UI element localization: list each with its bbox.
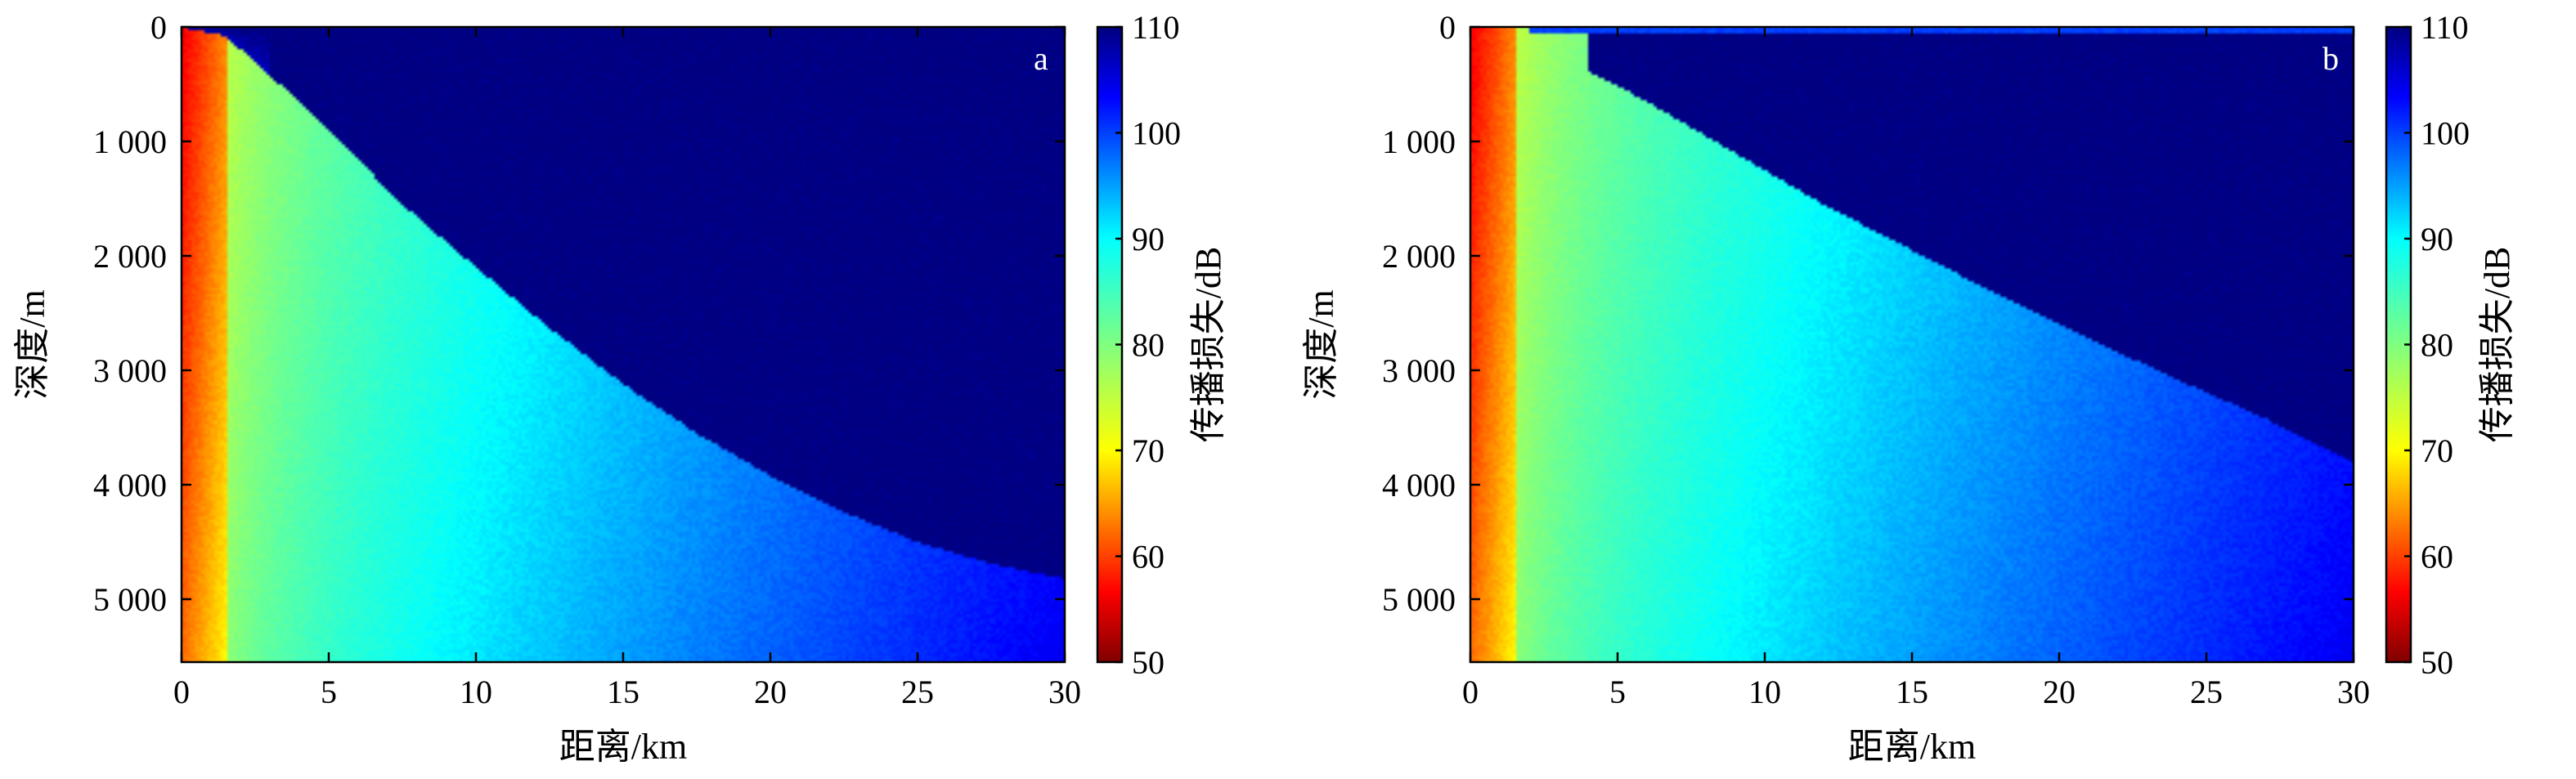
y-tick-label: 3 000 (93, 352, 167, 389)
x-tick-labels: 0 5 10 15 20 25 30 (1462, 674, 2370, 710)
x-tick-label: 10 (460, 674, 492, 710)
y-tick-labels: 0 1 000 2 000 3 000 4 000 5 000 (93, 9, 167, 618)
colorbar-tick-labels: 50 60 70 80 90 100 110 (1132, 9, 1181, 681)
x-tick-label: 0 (1462, 674, 1479, 710)
x-tick-label: 20 (2043, 674, 2076, 710)
panel-b: b 距离/km 深度/m 0 5 10 15 20 25 30 0 1 000 2 000 3 0… (1301, 9, 2517, 767)
colorbar-tick-label: 90 (1132, 221, 1165, 257)
heatmap-raster (182, 27, 1065, 662)
y-tick-label: 3 000 (1382, 352, 1456, 389)
y-tick-label: 2 000 (93, 238, 167, 275)
colorbar-tick-label: 60 (1132, 539, 1165, 575)
x-tick-label: 0 (173, 674, 190, 710)
x-tick-label: 10 (1748, 674, 1781, 710)
colorbar-label: 传播损失/dB (2477, 247, 2517, 443)
colorbar-tick-label: 100 (2421, 115, 2470, 152)
colorbar-tick-label: 80 (1132, 327, 1165, 364)
axes (180, 25, 1066, 664)
colorbar-tick-label: 50 (1132, 644, 1165, 681)
colorbar-tick-label: 100 (1132, 115, 1181, 152)
heatmap-image (182, 27, 1065, 662)
colorbar-tick-label: 90 (2421, 221, 2453, 257)
panel-a: a 距离/km 深度/m 0 5 10 15 20 25 30 0 1 000 2 000 3 0… (12, 9, 1228, 767)
colorbar-tick-label: 60 (2421, 539, 2453, 575)
y-tick-label: 4 000 (1382, 467, 1456, 504)
x-tick-label: 15 (607, 674, 640, 710)
colorbar-tick-label: 110 (2421, 9, 2469, 46)
panel-label: a (1034, 40, 1048, 77)
y-tick-label: 0 (1439, 9, 1456, 46)
y-tick-label: 2 000 (1382, 238, 1456, 275)
x-tick-label: 5 (1609, 674, 1626, 710)
colorbar-tick-label: 80 (2421, 327, 2453, 364)
colorbar (1096, 25, 1124, 664)
y-tick-label: 5 000 (93, 581, 167, 618)
colorbar-label: 传播损失/dB (1188, 247, 1228, 443)
x-tick-label: 25 (2190, 674, 2223, 710)
y-axis-label: 深度/m (1301, 289, 1341, 399)
x-tick-labels: 0 5 10 15 20 25 30 (173, 674, 1081, 710)
y-tick-label: 5 000 (1382, 581, 1456, 618)
x-tick-label: 30 (1048, 674, 1081, 710)
x-tick-label: 25 (901, 674, 934, 710)
x-axis-label: 距离/km (559, 727, 687, 767)
colorbar-tick-labels: 50 60 70 80 90 100 110 (2421, 9, 2470, 681)
x-tick-label: 30 (2337, 674, 2370, 710)
panel-label: b (2322, 40, 2339, 77)
y-tick-label: 0 (150, 9, 167, 46)
colorbar-tick-label: 110 (1132, 9, 1180, 46)
heatmap-raster (1470, 27, 2354, 662)
colorbar-tick-label: 70 (1132, 432, 1165, 469)
x-tick-label: 5 (321, 674, 337, 710)
y-tick-label: 4 000 (93, 467, 167, 504)
heatmap-image (1470, 27, 2354, 662)
y-tick-label: 1 000 (1382, 123, 1456, 160)
x-tick-label: 20 (754, 674, 787, 710)
axes (1469, 25, 2355, 664)
colorbar-tick-label: 50 (2421, 644, 2453, 681)
y-axis-label: 深度/m (12, 289, 52, 399)
y-tick-labels: 0 1 000 2 000 3 000 4 000 5 000 (1382, 9, 1456, 618)
x-tick-label: 15 (1896, 674, 1928, 710)
colorbar (2385, 25, 2412, 664)
x-axis-label: 距离/km (1848, 727, 1976, 767)
y-tick-label: 1 000 (93, 123, 167, 160)
colorbar-tick-label: 70 (2421, 432, 2453, 469)
